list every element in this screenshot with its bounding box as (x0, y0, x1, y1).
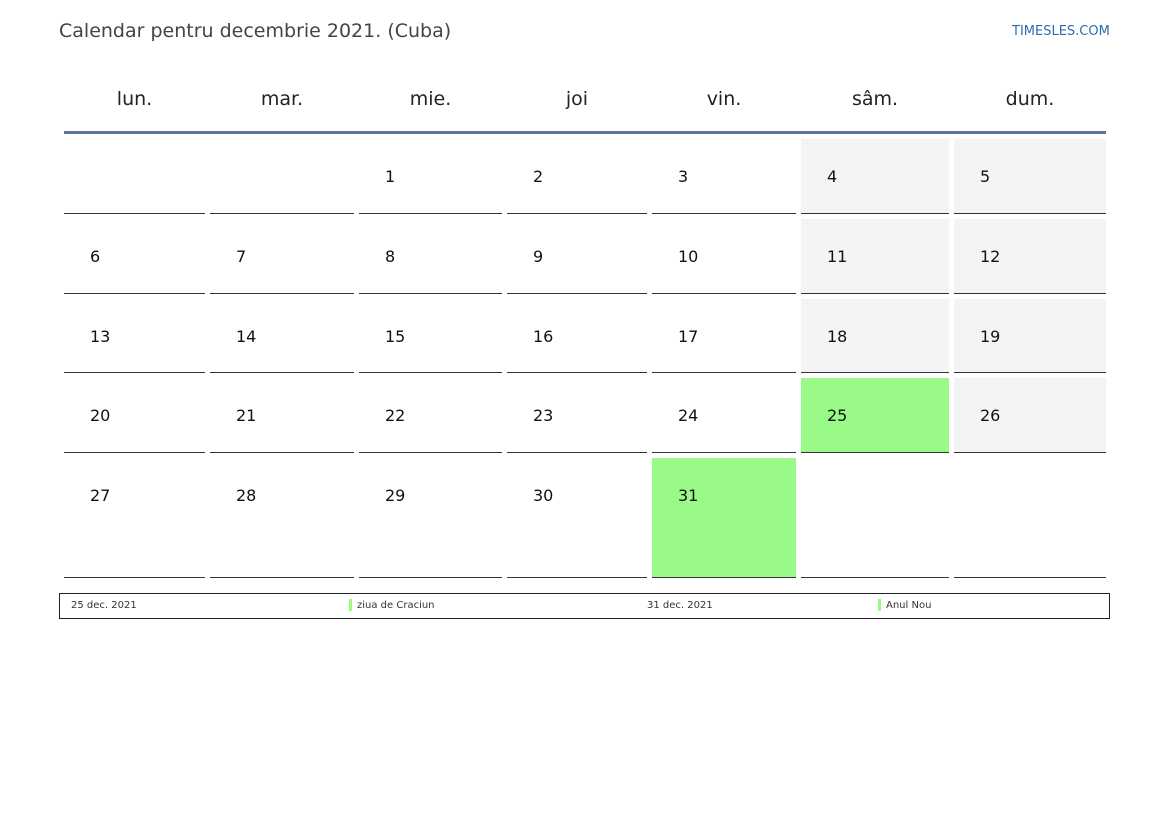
day-number: 28 (236, 486, 257, 505)
empty-day-cell (954, 458, 1106, 578)
day-number: 25 (827, 406, 848, 425)
day-number: 18 (827, 327, 848, 346)
weekday-header: mar. (260, 88, 304, 110)
day-cell: 5 (954, 139, 1106, 214)
day-number: 7 (236, 247, 247, 266)
day-cell: 12 (954, 219, 1106, 294)
legend-date-new-year: 31 dec. 2021 (647, 600, 713, 611)
day-cell: 6 (64, 219, 205, 294)
day-number: 20 (90, 406, 111, 425)
day-number: 2 (533, 167, 544, 186)
site-link[interactable]: TIMESLES.COM (1012, 24, 1110, 39)
day-cell: 17 (652, 299, 796, 373)
day-number: 9 (533, 247, 544, 266)
day-cell: 23 (507, 378, 647, 453)
day-cell: 8 (359, 219, 502, 294)
day-number: 15 (385, 327, 406, 346)
day-cell: 2 (507, 139, 647, 214)
holiday-color-swatch (878, 599, 881, 611)
day-number: 17 (678, 327, 699, 346)
day-number: 30 (533, 486, 554, 505)
day-number: 14 (236, 327, 257, 346)
weekday-header: dum. (1005, 88, 1055, 110)
day-cell: 18 (801, 299, 949, 373)
day-number: 24 (678, 406, 699, 425)
day-cell: 24 (652, 378, 796, 453)
holiday-day-cell: 25 (801, 378, 949, 453)
day-cell: 9 (507, 219, 647, 294)
day-number: 16 (533, 327, 554, 346)
legend-date-christmas: 25 dec. 2021 (71, 600, 137, 611)
day-number: 4 (827, 167, 838, 186)
day-cell: 7 (210, 219, 354, 294)
day-cell: 15 (359, 299, 502, 373)
day-number: 29 (385, 486, 406, 505)
calendar-title: Calendar pentru decembrie 2021. (Cuba) (59, 20, 452, 42)
day-number: 21 (236, 406, 257, 425)
day-number: 11 (827, 247, 848, 266)
day-number: 5 (980, 167, 991, 186)
day-number: 13 (90, 327, 111, 346)
day-cell: 11 (801, 219, 949, 294)
empty-day-cell (801, 458, 949, 578)
day-number: 27 (90, 486, 111, 505)
day-number: 8 (385, 247, 396, 266)
day-cell: 26 (954, 378, 1106, 453)
day-number: 6 (90, 247, 101, 266)
day-cell: 30 (507, 458, 647, 578)
holiday-legend: 25 dec. 2021 ziua de Craciun 31 dec. 202… (59, 593, 1110, 619)
holiday-day-cell: 31 (652, 458, 796, 578)
day-cell: 20 (64, 378, 205, 453)
weekday-header: sâm. (851, 88, 899, 110)
day-number: 10 (678, 247, 699, 266)
day-number: 19 (980, 327, 1001, 346)
holiday-color-swatch (349, 599, 352, 611)
day-cell: 14 (210, 299, 354, 373)
weekday-header: joi (565, 88, 589, 110)
day-number: 1 (385, 167, 396, 186)
day-number: 26 (980, 406, 1001, 425)
weekday-header: vin. (706, 88, 742, 110)
day-number: 3 (678, 167, 689, 186)
day-cell: 16 (507, 299, 647, 373)
day-cell: 29 (359, 458, 502, 578)
day-cell: 4 (801, 139, 949, 214)
day-cell: 13 (64, 299, 205, 373)
legend-name-new-year: Anul Nou (886, 600, 932, 611)
header-divider (64, 131, 1106, 134)
day-number: 22 (385, 406, 406, 425)
day-number: 12 (980, 247, 1001, 266)
day-cell: 19 (954, 299, 1106, 373)
day-cell: 1 (359, 139, 502, 214)
weekday-header: mie. (409, 88, 452, 110)
weekday-header: lun. (116, 88, 153, 110)
day-cell: 22 (359, 378, 502, 453)
empty-day-cell (64, 139, 205, 214)
day-cell: 28 (210, 458, 354, 578)
day-cell: 27 (64, 458, 205, 578)
day-cell: 3 (652, 139, 796, 214)
legend-name-christmas: ziua de Craciun (357, 600, 435, 611)
day-number: 31 (678, 486, 699, 505)
empty-day-cell (210, 139, 354, 214)
day-cell: 10 (652, 219, 796, 294)
day-number: 23 (533, 406, 554, 425)
day-cell: 21 (210, 378, 354, 453)
